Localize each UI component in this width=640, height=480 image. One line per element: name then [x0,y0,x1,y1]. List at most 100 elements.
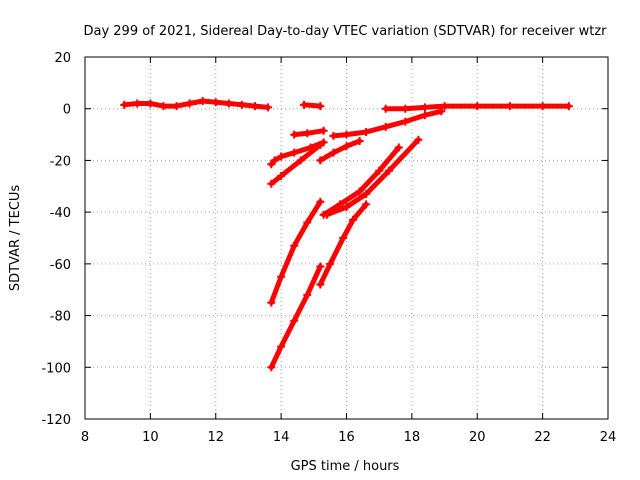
data-point [237,100,246,109]
x-tick-label: 22 [534,430,551,445]
data-point [277,342,286,351]
series-seg7 [267,140,325,188]
data-point [316,197,325,206]
series-seg8 [316,137,364,165]
data-point [277,171,286,180]
data-point [355,187,364,196]
series-line [317,138,363,163]
y-tick-label: 20 [54,51,71,66]
y-tick-label: -100 [41,361,71,376]
data-point [437,107,446,116]
data-point [440,102,449,111]
series-seg9 [267,197,325,307]
data-point [342,202,351,211]
data-point [290,148,299,157]
data-point [198,96,207,105]
data-point [339,234,348,242]
series-seg10 [267,262,325,372]
series-line [121,98,271,110]
data-point [120,100,129,109]
x-tick-label: 10 [142,430,159,445]
data-point [277,152,286,161]
data-point [329,131,338,140]
data-point [342,130,351,139]
data-point [133,99,142,108]
x-tick-label: 20 [469,430,486,445]
x-tick-label: 24 [600,430,617,445]
series-seg4 [290,126,328,139]
data-point [290,130,299,139]
data-point [394,143,403,152]
data-point [349,215,358,224]
data-point [146,99,155,108]
data-point [355,137,364,146]
x-tick-label: 14 [273,430,290,445]
data-point [322,210,331,219]
series-line [321,145,402,218]
series-seg6 [267,138,328,169]
series-group [120,96,573,372]
data-point [414,135,423,144]
data-point [473,102,482,111]
data-point [329,148,338,157]
data-point [381,104,390,113]
data-point [362,127,371,136]
data-point [185,99,194,108]
data-point [564,102,573,111]
x-tick-label: 8 [81,430,89,445]
data-point [290,241,299,250]
data-point [316,262,325,271]
y-tick-label: -20 [50,154,71,169]
x-tick-label: 18 [404,430,421,445]
data-point [270,156,279,165]
data-point [381,122,390,131]
y-tick-label: -120 [41,413,71,428]
data-point [267,179,276,188]
x-tick-label: 16 [338,430,355,445]
series-seg5 [329,107,446,140]
data-point [316,140,325,149]
data-point [538,102,547,111]
data-point [401,104,410,113]
ticks: 8 10 12 14 16 18 20 22 24 -120 -100 -80 -60 -40 -20 0 20 [41,51,616,445]
data-point [342,142,351,151]
series-seg1 [120,96,273,112]
data-point [303,218,312,227]
data-point [316,280,325,289]
series-seg3 [381,102,573,113]
data-point [172,102,181,111]
chart-title: Day 299 of 2021, Sidereal Day-to-day VTE… [83,24,607,39]
data-point [159,102,168,111]
series-seg11 [316,200,371,289]
data-point [277,272,286,281]
y-axis-label: SDTVAR / TECUs [8,185,23,292]
x-tick-label: 12 [207,430,224,445]
data-point [401,117,410,126]
data-point [296,156,305,165]
data-point [267,363,276,372]
data-point [420,111,429,120]
data-point [303,129,312,138]
data-point [224,99,233,108]
data-point [375,166,384,175]
data-point [319,126,328,135]
data-point [420,103,429,112]
data-point [211,98,220,107]
data-point [362,200,371,209]
series-seg2 [300,100,325,111]
data-point [316,102,325,111]
y-tick-label: -80 [50,310,71,325]
series-line [268,142,323,187]
data-point [505,102,514,111]
data-point [384,166,393,175]
y-tick-label: 0 [63,103,71,118]
series-seg13 [322,135,423,219]
data-point [267,298,276,307]
data-point [264,103,273,112]
data-point [316,156,325,165]
x-axis-label: GPS time / hours [291,459,400,474]
data-point [362,190,371,199]
data-point [326,259,335,268]
data-point [303,290,312,299]
